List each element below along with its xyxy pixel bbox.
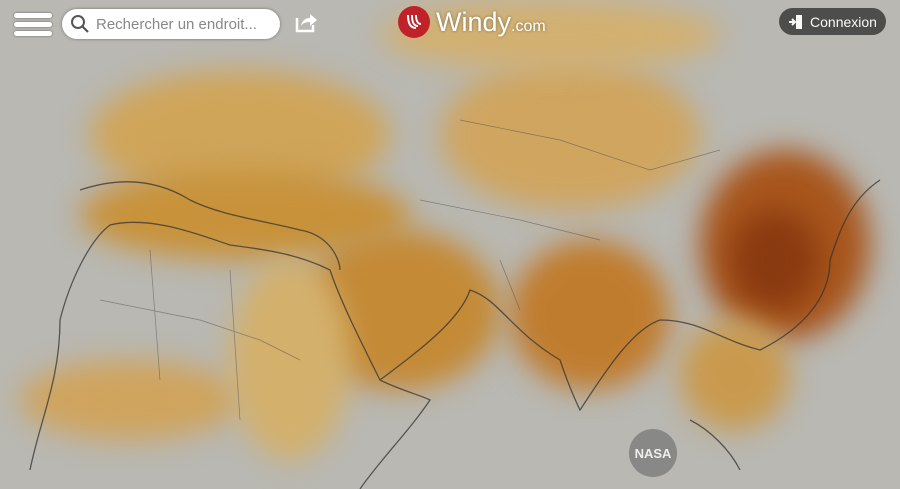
menu-button[interactable] — [14, 10, 52, 40]
hamburger-icon — [14, 13, 52, 18]
login-label: Connexion — [810, 13, 877, 30]
login-button[interactable]: Connexion — [779, 8, 886, 35]
windy-logo[interactable]: Windy.com — [398, 6, 546, 38]
search-icon — [71, 15, 89, 33]
nasa-logo: NASA — [629, 429, 677, 477]
dust-north — [380, 0, 720, 70]
search-input[interactable] — [94, 14, 278, 34]
windy-logo-icon — [398, 6, 430, 38]
dust-china-core — [730, 210, 820, 310]
logo-text: Windy.com — [436, 6, 546, 37]
dust-sahara — [230, 260, 350, 460]
dust-southeast-asia — [680, 320, 790, 430]
dust-india — [510, 240, 670, 390]
dust-central-asia — [440, 60, 700, 210]
hamburger-line — [14, 22, 52, 27]
hamburger-line — [14, 31, 52, 36]
dust-africa — [20, 360, 240, 440]
login-icon — [789, 14, 803, 29]
share-icon[interactable] — [294, 10, 318, 34]
search-box[interactable] — [62, 9, 280, 39]
